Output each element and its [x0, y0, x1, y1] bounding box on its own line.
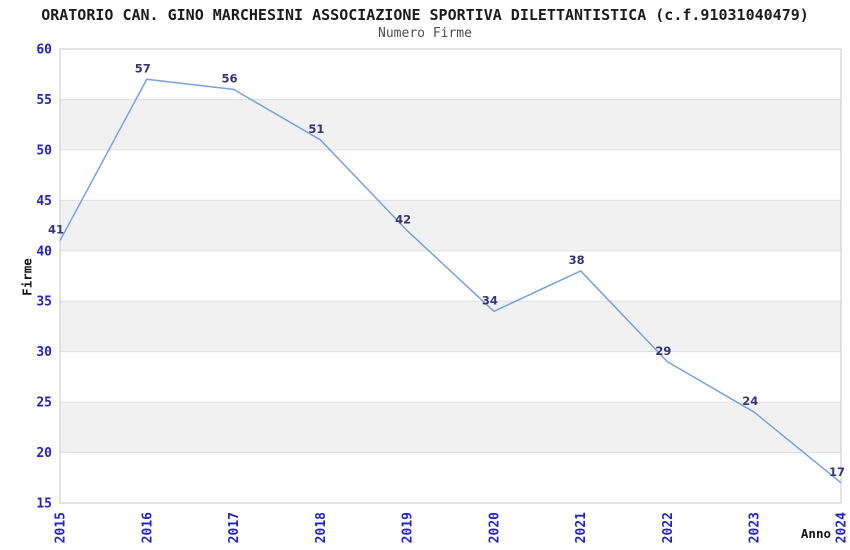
y-tick-label: 40 — [36, 244, 52, 259]
data-point-label: 29 — [655, 344, 671, 358]
x-tick-label: 2016 — [140, 512, 155, 543]
x-tick-label: 2019 — [401, 512, 416, 543]
y-tick-label: 50 — [36, 143, 52, 158]
data-point-label: 38 — [569, 253, 585, 267]
x-axis-title: Anno — [800, 526, 831, 541]
data-point-label: 42 — [395, 213, 411, 227]
y-tick-label: 30 — [36, 345, 52, 360]
x-tick-label: 2024 — [835, 512, 850, 543]
data-line — [59, 78, 842, 484]
y-tick-label: 35 — [36, 295, 52, 310]
data-point-label: 57 — [135, 61, 151, 75]
plot-band — [60, 402, 841, 453]
y-tick-label: 55 — [36, 93, 52, 108]
x-tick-label: 2023 — [748, 512, 763, 543]
plot-band — [60, 200, 841, 251]
x-tick-label: 2022 — [661, 512, 676, 543]
y-tick-label: 25 — [36, 396, 52, 411]
data-point-label: 51 — [308, 122, 324, 136]
data-point-label: 34 — [482, 293, 498, 307]
data-point-label: 24 — [742, 394, 758, 408]
y-tick-label: 20 — [36, 446, 52, 461]
x-tick-label: 2015 — [54, 512, 69, 543]
y-tick-label: 60 — [36, 43, 52, 58]
data-point-label: 41 — [48, 223, 64, 237]
data-point-label: 56 — [222, 71, 238, 85]
plot-border — [59, 48, 842, 504]
chart-title: ORATORIO CAN. GINO MARCHESINI ASSOCIAZIO… — [41, 6, 809, 24]
plot-band — [60, 99, 841, 150]
x-tick-label: 2021 — [574, 512, 589, 543]
y-tick-label: 15 — [36, 497, 52, 512]
y-axis-title: Firme — [19, 258, 35, 296]
x-tick-label: 2020 — [487, 512, 502, 543]
x-tick-label: 2018 — [314, 512, 329, 543]
y-tick-label: 45 — [36, 194, 52, 209]
x-tick-label: 2017 — [227, 512, 242, 543]
chart-subtitle: Numero Firme — [378, 26, 472, 41]
data-point-label: 17 — [829, 465, 845, 479]
plot-band — [60, 301, 841, 352]
